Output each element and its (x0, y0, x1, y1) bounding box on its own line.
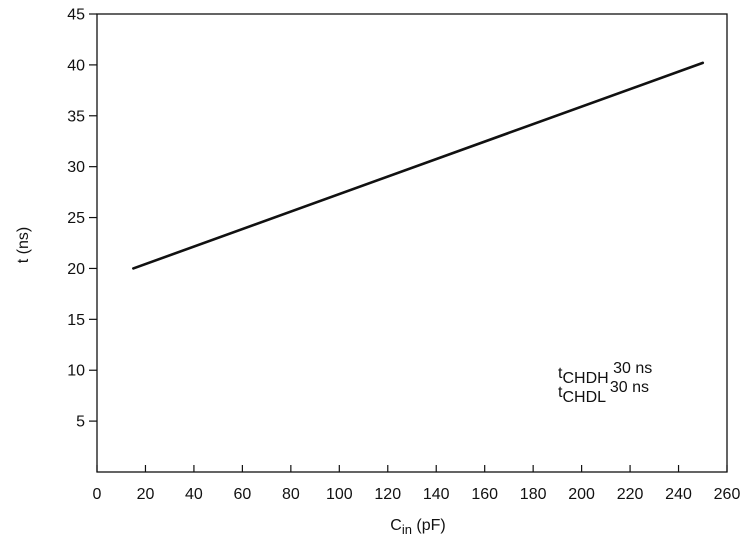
annotation-tchdl-subscript: CHDL (562, 389, 606, 406)
x-tick-label: 240 (665, 486, 692, 503)
annotation-tchdl-value: 30 ns (605, 379, 649, 396)
x-axis-label-subscript: in (402, 522, 412, 537)
y-tick-label: 45 (67, 7, 85, 24)
x-tick-label: 200 (568, 486, 595, 503)
x-tick-label: 160 (471, 486, 498, 503)
annotation-tchdh-subscript: CHDH (562, 370, 608, 387)
x-tick-label: 40 (185, 486, 203, 503)
x-tick-label: 120 (374, 486, 401, 503)
x-tick-label: 80 (282, 486, 300, 503)
x-axis-label: Cin (pF) (390, 517, 445, 537)
annotation-tchdh-base: t (558, 365, 563, 382)
series-line (132, 61, 705, 270)
y-axis: 5 10 15 20 25 30 35 40 45 (67, 7, 97, 431)
x-tick-label: 0 (93, 486, 102, 503)
x-tick-label: 180 (520, 486, 547, 503)
y-tick-label: 10 (67, 363, 85, 380)
annotation-tchdl-base: t (558, 384, 563, 401)
y-tick-label: 25 (67, 210, 85, 227)
x-axis-label-unit: (pF) (412, 517, 446, 534)
y-tick-label: 20 (67, 261, 85, 278)
x-tick-label: 220 (617, 486, 644, 503)
x-tick-label: 260 (714, 486, 741, 503)
annotation-tchdh: tCHDH 30 ns (558, 360, 652, 387)
y-tick-label: 30 (67, 159, 85, 176)
y-tick-label: 35 (67, 108, 85, 125)
y-tick-label: 40 (67, 57, 85, 74)
series-group (132, 61, 705, 270)
plot-area (96, 13, 728, 473)
y-axis-label: t (ns) (15, 227, 32, 263)
annotation-tchdl: tCHDL 30 ns (558, 379, 649, 406)
x-axis-label-symbol: C (390, 517, 402, 534)
x-tick-label: 20 (137, 486, 155, 503)
x-tick-label: 140 (423, 486, 450, 503)
x-axis: 0 20 40 60 80 100 120 140 160 180 200 220 240 260 (93, 465, 741, 503)
x-tick-label: 100 (326, 486, 353, 503)
plot-frame (96, 13, 728, 473)
y-tick-label: 15 (67, 312, 85, 329)
x-tick-label: 60 (233, 486, 251, 503)
annotation-tchdh-value: 30 ns (609, 360, 653, 377)
y-tick-label: 5 (76, 414, 85, 431)
